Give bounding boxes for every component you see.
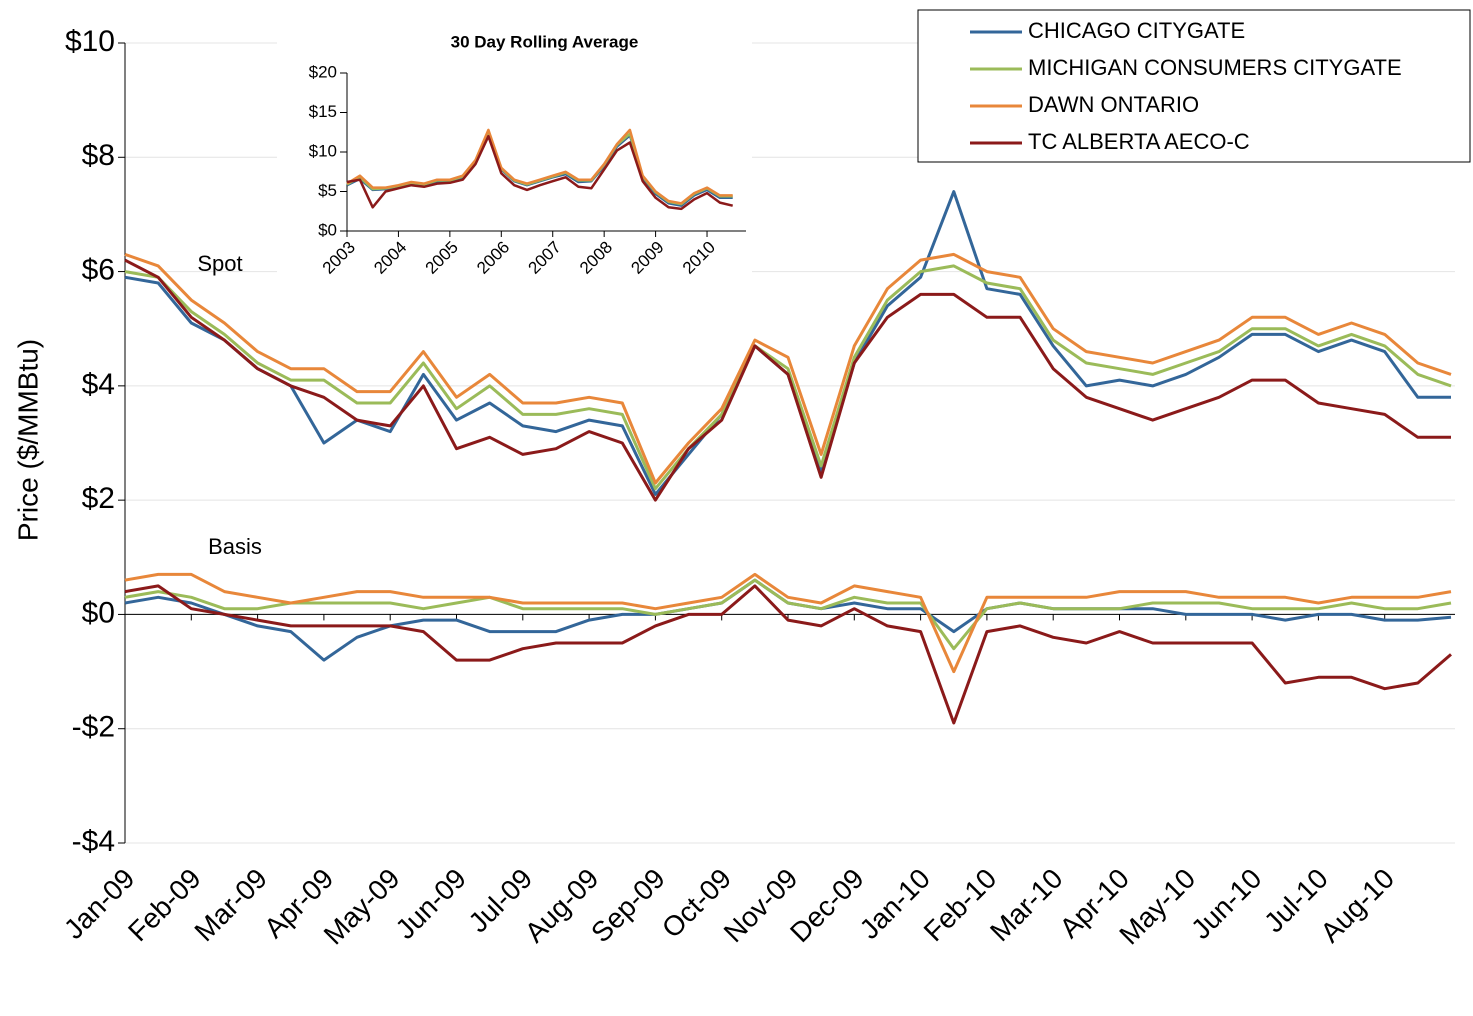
series-line [346,128,733,205]
y-tick-label: $5 [318,181,337,200]
chart-title: 30 Day Rolling Average [451,32,639,51]
series-line [124,258,1451,502]
y-tick-label: $8 [82,139,115,172]
series-line [124,572,1452,674]
y-tick-label: $0 [82,596,115,629]
y-tick-label: -$4 [72,825,115,858]
y-tick-label: $20 [309,62,337,81]
y-tick-label: -$2 [72,711,115,744]
y-tick-label: $10 [65,25,115,58]
legend-label: TC ALBERTA AECO-C [1028,129,1250,154]
annotation: Spot [197,251,242,276]
y-tick-label: $2 [82,482,115,515]
y-tick-label: $6 [82,253,115,286]
series-line [124,578,1452,651]
y-tick-label: $10 [309,141,337,160]
y-tick-label: $15 [309,102,337,121]
series-line [124,264,1452,491]
y-tick-label: $4 [82,368,115,401]
annotation: Basis [208,534,262,559]
legend-label: DAWN ONTARIO [1028,92,1199,117]
y-axis-label: Price ($/MMBtu) [12,339,43,541]
legend-label: MICHIGAN CONSUMERS CITYGATE [1028,55,1402,80]
y-tick-label: $0 [318,220,337,239]
series-line [124,584,1452,725]
legend-label: CHICAGO CITYGATE [1028,18,1245,43]
series-line [124,252,1452,485]
legend-box [917,9,1471,163]
series-line [346,134,733,211]
